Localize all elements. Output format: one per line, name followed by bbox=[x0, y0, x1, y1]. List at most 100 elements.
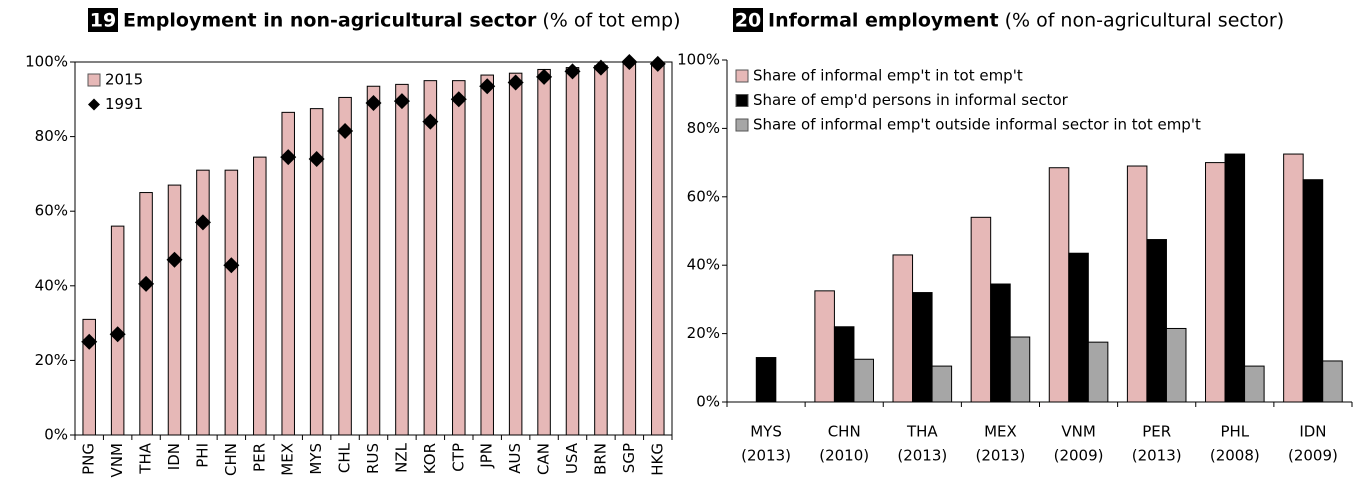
x-tick-label: NZL bbox=[392, 442, 410, 472]
x-tick-year: (2013) bbox=[975, 447, 1025, 465]
x-tick-label: THA bbox=[906, 423, 938, 441]
y-tick-label: 60% bbox=[35, 202, 68, 220]
bar bbox=[508, 72, 523, 436]
data-point bbox=[592, 59, 609, 76]
x-tick-year: (2013) bbox=[1132, 447, 1182, 465]
x-tick-label: PER bbox=[250, 443, 268, 472]
bar bbox=[281, 111, 295, 436]
x-tick-label: VNM bbox=[108, 443, 126, 477]
y-tick-label: 0% bbox=[696, 393, 720, 411]
legend-swatch bbox=[735, 69, 749, 83]
x-tick-label: PHL bbox=[1220, 423, 1249, 441]
bar bbox=[139, 192, 153, 436]
x-tick-label: CHL bbox=[336, 442, 354, 473]
data-point bbox=[223, 257, 240, 274]
data-point bbox=[649, 55, 666, 72]
y-tick-label: 20% bbox=[35, 351, 68, 369]
x-tick-label: MEX bbox=[279, 443, 297, 476]
bar bbox=[423, 80, 438, 436]
bar bbox=[594, 65, 608, 436]
x-tick-label: SGP bbox=[620, 443, 638, 473]
x-tick-label: JPN bbox=[478, 443, 496, 469]
legend-label: Share of emp'd persons in informal secto… bbox=[753, 91, 1069, 109]
bar bbox=[990, 283, 1011, 403]
bar bbox=[1244, 365, 1265, 403]
bar bbox=[1068, 252, 1089, 403]
bar bbox=[1087, 341, 1109, 403]
bar bbox=[1283, 153, 1304, 403]
y-tick-label: 40% bbox=[35, 276, 68, 294]
bar bbox=[253, 156, 267, 436]
bar bbox=[892, 254, 914, 403]
x-tick-label: KOR bbox=[421, 443, 439, 474]
x-tick-label: CAN bbox=[535, 443, 553, 475]
bar bbox=[1165, 327, 1187, 403]
data-point bbox=[422, 113, 439, 130]
bar bbox=[622, 63, 637, 436]
x-tick-label: PNG bbox=[80, 443, 98, 475]
data-point bbox=[81, 333, 98, 350]
data-point bbox=[365, 95, 382, 112]
legend-label: 1991 bbox=[105, 95, 143, 113]
bar bbox=[395, 83, 409, 436]
data-point bbox=[536, 68, 553, 85]
bar bbox=[167, 184, 182, 436]
bar bbox=[480, 74, 494, 436]
data-point bbox=[194, 214, 211, 231]
bar bbox=[912, 292, 933, 403]
bar bbox=[1048, 167, 1070, 403]
x-tick-label: THA bbox=[137, 442, 155, 474]
legend-swatch bbox=[735, 94, 749, 107]
data-point bbox=[337, 123, 354, 140]
bar bbox=[755, 357, 777, 403]
y-tick-label: 80% bbox=[35, 127, 68, 145]
x-tick-label: HKG bbox=[648, 443, 666, 476]
bar bbox=[853, 358, 874, 403]
y-tick-label: 40% bbox=[687, 256, 720, 274]
x-tick-label: AUS bbox=[506, 443, 524, 474]
chart-subtitle: (% of non-agricultural sector) bbox=[1005, 10, 1285, 32]
data-point bbox=[308, 150, 325, 167]
x-tick-label: PHI bbox=[193, 443, 211, 468]
x-tick-label: VNM bbox=[1061, 423, 1095, 441]
data-point bbox=[450, 91, 467, 108]
bar bbox=[196, 169, 210, 436]
x-tick-label: CHN bbox=[828, 423, 861, 441]
x-tick-label: IDN bbox=[1299, 423, 1326, 441]
x-tick-year: (2013) bbox=[741, 447, 791, 465]
bar bbox=[1009, 336, 1031, 403]
legend-swatch bbox=[735, 118, 749, 132]
bar bbox=[565, 67, 580, 436]
title-number: 20 bbox=[735, 10, 761, 32]
data-point bbox=[507, 74, 524, 91]
bar bbox=[1126, 165, 1148, 403]
y-tick-label: 80% bbox=[687, 119, 720, 137]
bar bbox=[1224, 153, 1246, 403]
x-tick-label: CHN bbox=[222, 443, 240, 476]
y-tick-label: 100% bbox=[25, 53, 68, 71]
x-tick-year: (2009) bbox=[1054, 447, 1104, 465]
chart-title: Informal employment bbox=[768, 10, 999, 32]
bar bbox=[224, 169, 239, 436]
bar bbox=[1302, 179, 1324, 403]
bar bbox=[1322, 360, 1343, 403]
x-tick-label: BRN bbox=[591, 443, 609, 475]
legend-swatch bbox=[87, 73, 101, 87]
x-tick-label: RUS bbox=[364, 443, 382, 474]
y-tick-label: 20% bbox=[687, 324, 720, 342]
bar bbox=[452, 80, 466, 436]
bar bbox=[338, 96, 352, 436]
data-point bbox=[138, 275, 155, 292]
data-point bbox=[621, 54, 638, 70]
x-tick-label: PER bbox=[1142, 423, 1171, 441]
legend-label: Share of informal emp't in tot emp't bbox=[753, 67, 1023, 85]
bar bbox=[1146, 239, 1167, 403]
data-point bbox=[479, 78, 496, 95]
data-point bbox=[280, 149, 297, 166]
bar bbox=[931, 365, 953, 403]
bar bbox=[82, 318, 96, 436]
legend-marker bbox=[88, 98, 100, 111]
chart-title: Employment in non-agricultural sector bbox=[123, 10, 537, 32]
